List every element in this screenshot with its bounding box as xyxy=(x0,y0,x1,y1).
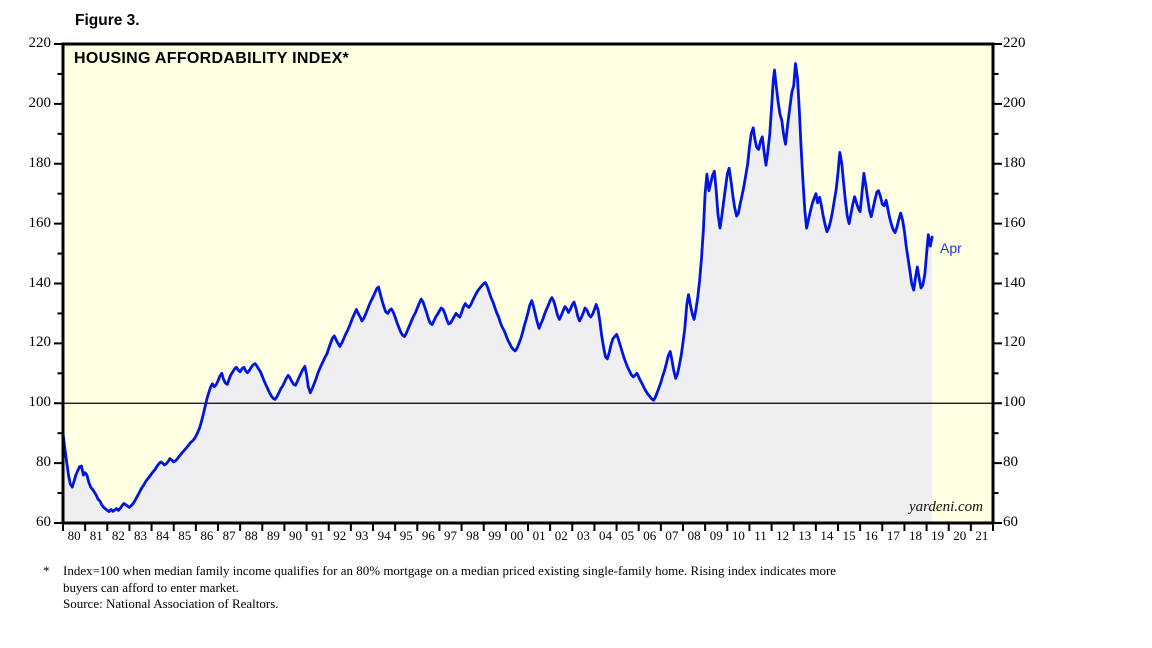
x-axis-label: 90 xyxy=(289,528,302,543)
y-axis-label-left: 140 xyxy=(28,274,52,291)
y-axis-label-right: 160 xyxy=(1003,214,1026,231)
y-axis-label-left: 200 xyxy=(28,94,52,111)
x-axis-label: 82 xyxy=(111,528,125,543)
y-axis-label-left: 120 xyxy=(28,334,52,351)
y-axis-label-right: 120 xyxy=(1003,334,1026,351)
x-axis-label: 98 xyxy=(466,528,480,543)
y-axis-label-right: 140 xyxy=(1003,274,1026,291)
x-axis-label: 84 xyxy=(156,528,170,543)
x-axis-label: 05 xyxy=(621,528,635,543)
footnote-line-1: Index=100 when median family income qual… xyxy=(63,563,837,578)
x-axis-label: 81 xyxy=(89,528,103,543)
x-axis-label: 95 xyxy=(399,528,413,543)
x-axis-label: 07 xyxy=(665,528,679,543)
x-axis-label: 00 xyxy=(510,528,524,543)
axis-frame xyxy=(61,42,995,525)
x-axis-label: 17 xyxy=(886,528,900,543)
x-axis-label: 11 xyxy=(754,528,767,543)
index-line xyxy=(61,62,934,513)
y-axis-label-left: 80 xyxy=(36,454,51,471)
x-axis-label: 18 xyxy=(909,528,922,543)
x-axis-label: 09 xyxy=(709,528,723,543)
x-axis-label: 14 xyxy=(820,528,834,543)
footnote-line-2: buyers can afford to enter market. xyxy=(63,579,239,595)
y-axis-label-left: 160 xyxy=(28,214,52,231)
x-axis-label: 93 xyxy=(355,528,369,543)
x-axis-label: 89 xyxy=(266,528,280,543)
x-axis-label: 20 xyxy=(953,528,967,543)
x-axis-label: 15 xyxy=(842,528,856,543)
y-axis-label-right: 200 xyxy=(1003,94,1026,111)
x-axis-label: 10 xyxy=(731,528,745,543)
y-axis-label-left: 100 xyxy=(28,394,52,411)
chart-title: HOUSING AFFORDABILITY INDEX* xyxy=(74,50,350,67)
x-axis-label: 16 xyxy=(864,528,878,543)
footnote-line-3: Source: National Association of Realtors… xyxy=(63,596,279,611)
x-axis-label: 06 xyxy=(643,528,657,543)
y-axis-label-right: 180 xyxy=(1003,154,1026,171)
watermark-yardeni: yardeni.com xyxy=(908,499,983,515)
series-end-month-label: Apr xyxy=(940,240,962,256)
y-axis-label-left: 220 xyxy=(28,35,52,51)
x-axis-label: 99 xyxy=(488,528,502,543)
y-axis-label-left: 180 xyxy=(28,154,52,171)
x-axis-label: 86 xyxy=(200,528,214,543)
x-axis-label: 80 xyxy=(67,528,81,543)
x-axis-label: 85 xyxy=(178,528,192,543)
x-axis-label: 97 xyxy=(444,528,457,543)
y-axis-label-right: 220 xyxy=(1003,35,1026,51)
x-axis-label: 12 xyxy=(776,528,790,543)
x-axis-label: 04 xyxy=(599,528,612,543)
x-axis-label: 03 xyxy=(576,528,590,543)
y-axis-label-left: 60 xyxy=(36,514,51,530)
x-axis-label: 96 xyxy=(421,528,435,543)
x-axis-label: 19 xyxy=(931,528,945,543)
y-axis-label-right: 100 xyxy=(1003,394,1026,411)
x-axis-label: 13 xyxy=(798,528,812,543)
x-axis-label: 01 xyxy=(532,528,546,543)
x-axis-label: 88 xyxy=(244,528,258,543)
x-axis-label: 91 xyxy=(311,528,325,543)
footnote-asterisk: * xyxy=(43,563,50,578)
footnote-text: Index=100 when median family income qual… xyxy=(63,563,993,613)
y-axis-label-right: 80 xyxy=(1003,454,1018,471)
figure-label: Figure 3. xyxy=(75,12,140,29)
y-axis-label-right: 60 xyxy=(1003,514,1018,530)
x-axis-label: 83 xyxy=(134,528,147,543)
x-axis-label: 21 xyxy=(975,528,989,543)
x-axis-label: 87 xyxy=(222,528,236,543)
x-axis-label: 08 xyxy=(687,528,701,543)
x-axis-label: 02 xyxy=(554,528,568,543)
x-axis-label: 94 xyxy=(377,528,391,543)
x-axis-label: 92 xyxy=(333,528,347,543)
